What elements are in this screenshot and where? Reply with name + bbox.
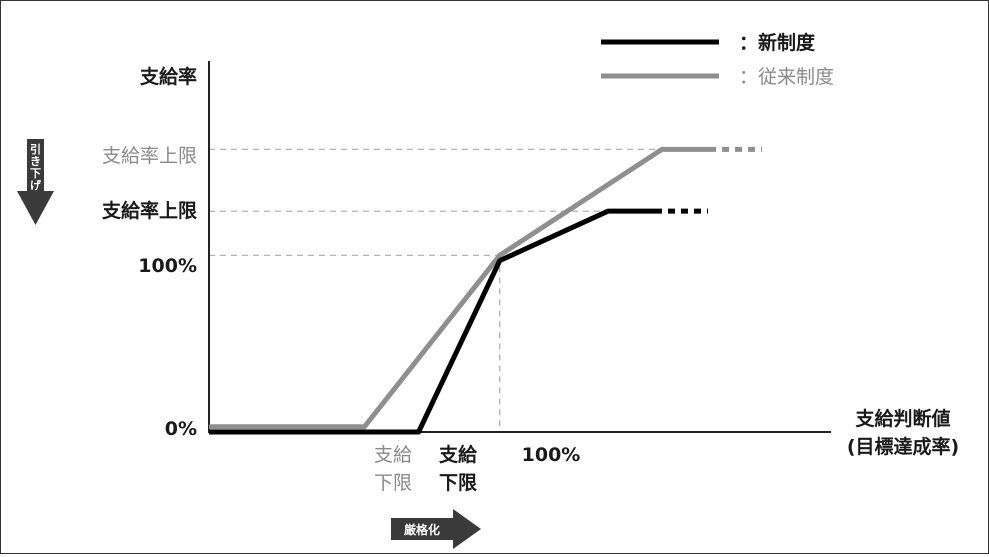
series-line-old xyxy=(209,146,717,430)
stricter-arrow: 厳格化 xyxy=(391,509,481,549)
arrow-label-down-4: げ xyxy=(30,178,42,192)
x-axis-label-line2: (目標達成率) xyxy=(847,435,959,458)
arrow-label-down-2: き xyxy=(30,155,41,168)
y-tick-0: 0% xyxy=(165,418,197,440)
arrow-shaft-down xyxy=(27,139,44,191)
x-tick-100: 100% xyxy=(522,444,581,466)
legend-label-new: ：新制度 xyxy=(739,31,816,54)
y-tick-cap-new: 支給率上限 xyxy=(101,199,197,222)
arrow-shaft-right xyxy=(391,518,453,540)
lower-limit-new-line2: 下限 xyxy=(439,472,477,494)
arrow-label-right: 厳格化 xyxy=(404,522,440,537)
legend: ：新制度 ：従来制度 xyxy=(601,31,834,88)
lower-limit-new-line1: 支給 xyxy=(438,443,478,466)
cap-reduction-arrow: 引 き 下 げ xyxy=(17,139,54,225)
arrow-head-down xyxy=(17,191,54,225)
lower-limit-old-line2: 下限 xyxy=(374,472,412,494)
y-axis-label: 支給率 xyxy=(139,65,197,88)
y-tick-100: 100% xyxy=(138,255,197,277)
guide-lines xyxy=(209,148,717,432)
series-group xyxy=(209,146,763,435)
series-line-new xyxy=(209,208,662,435)
lower-limit-old-line1: 支給 xyxy=(374,444,412,466)
y-tick-cap-old: 支給率上限 xyxy=(102,145,197,167)
arrow-head-right xyxy=(453,509,481,549)
legend-label-old: ：従来制度 xyxy=(739,66,834,88)
arrow-label-down-3: 下 xyxy=(30,167,41,180)
arrow-label-down-1: 引 xyxy=(30,142,41,156)
x-axis-label-line1: 支給判断値 xyxy=(854,407,950,430)
